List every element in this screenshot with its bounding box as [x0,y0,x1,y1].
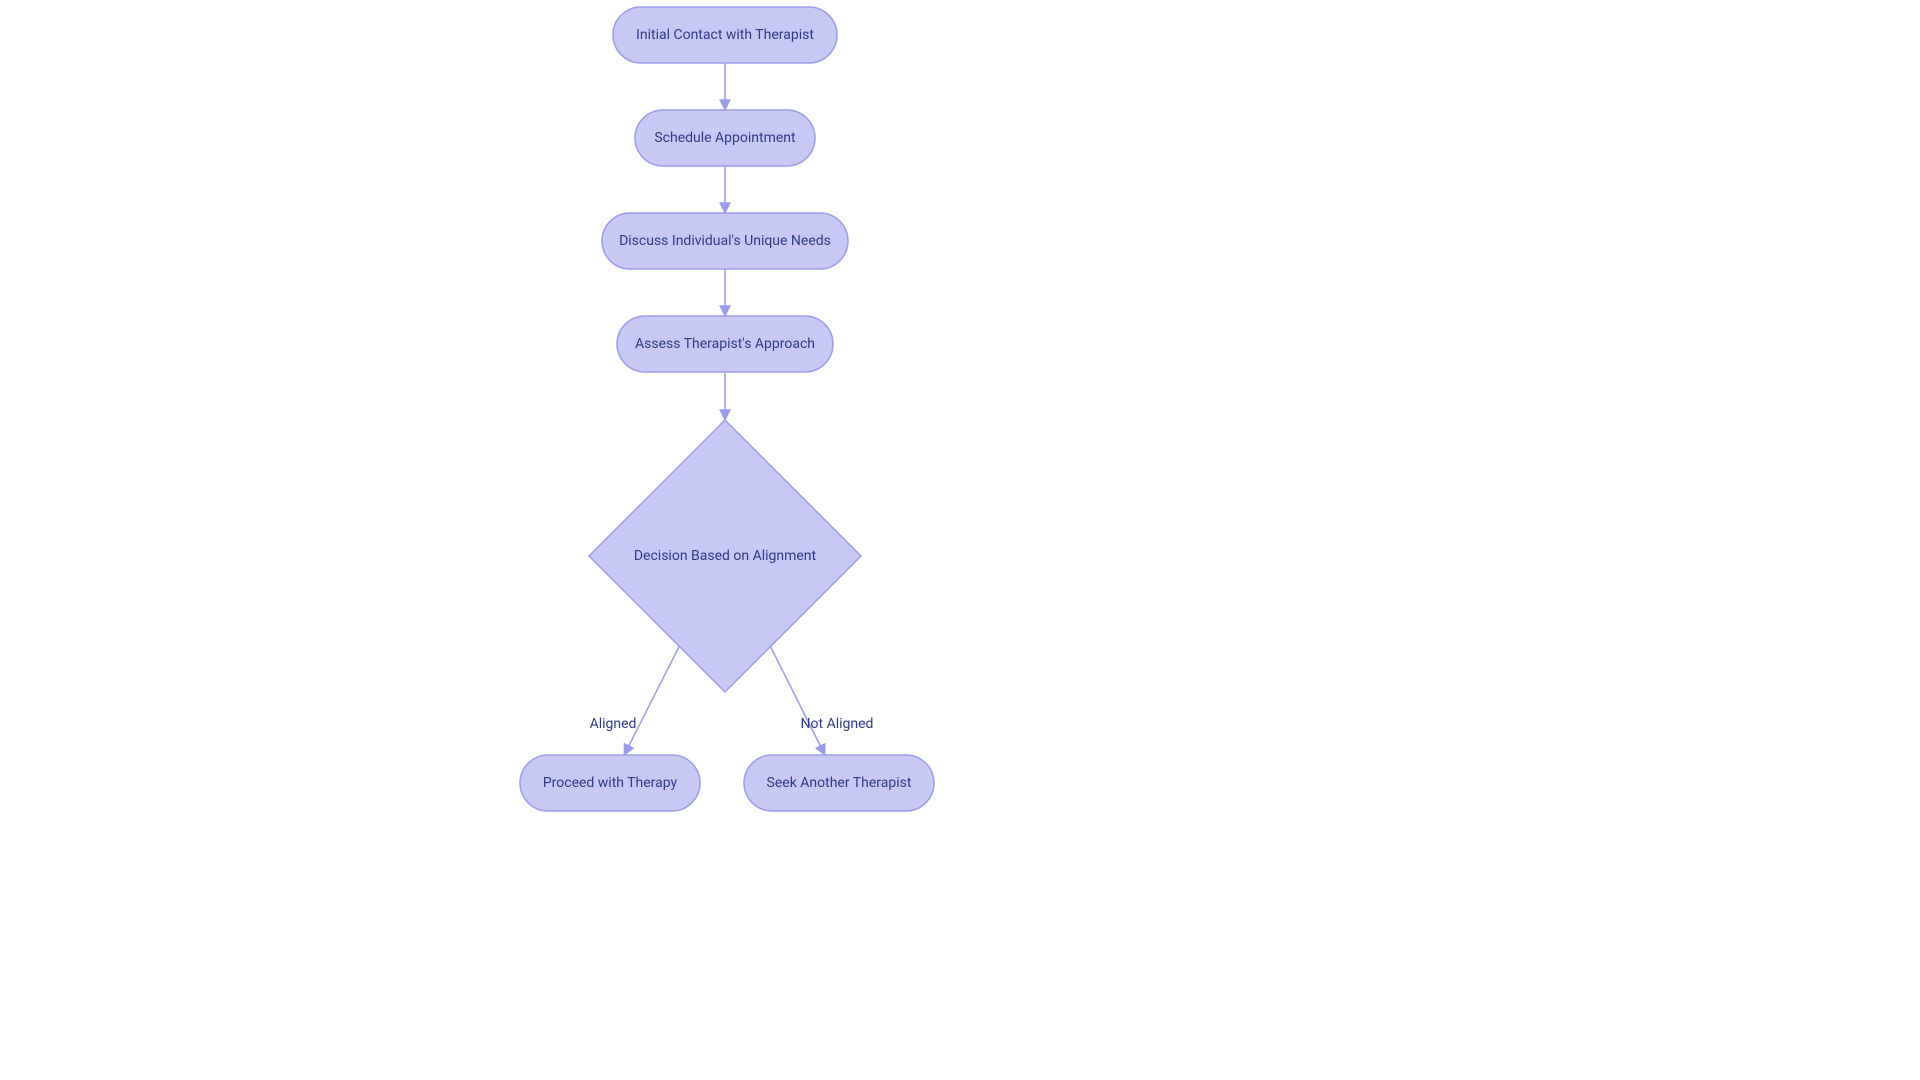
edge-n5-n7 [770,647,824,755]
node-n1: Initial Contact with Therapist [613,7,837,63]
node-label-n6: Proceed with Therapy [543,775,678,791]
edge-label-n5-n6: Aligned [590,716,637,732]
node-n7: Seek Another Therapist [744,755,934,811]
node-label-n3: Discuss Individual's Unique Needs [619,233,831,249]
node-label-n4: Assess Therapist's Approach [635,336,815,352]
node-label-n7: Seek Another Therapist [767,775,912,791]
edge-label-n5-n7: Not Aligned [801,716,874,732]
node-n2: Schedule Appointment [635,110,815,166]
node-n4: Assess Therapist's Approach [617,316,833,372]
node-n5: Decision Based on Alignment [589,420,861,692]
node-label-n1: Initial Contact with Therapist [636,27,814,43]
nodes-layer: Initial Contact with Therapist Schedule A… [520,7,934,811]
node-n6: Proceed with Therapy [520,755,700,811]
node-label-n2: Schedule Appointment [654,130,796,146]
node-n3: Discuss Individual's Unique Needs [602,213,848,269]
node-label-n5: Decision Based on Alignment [634,548,817,564]
edge-n5-n6 [624,646,679,755]
